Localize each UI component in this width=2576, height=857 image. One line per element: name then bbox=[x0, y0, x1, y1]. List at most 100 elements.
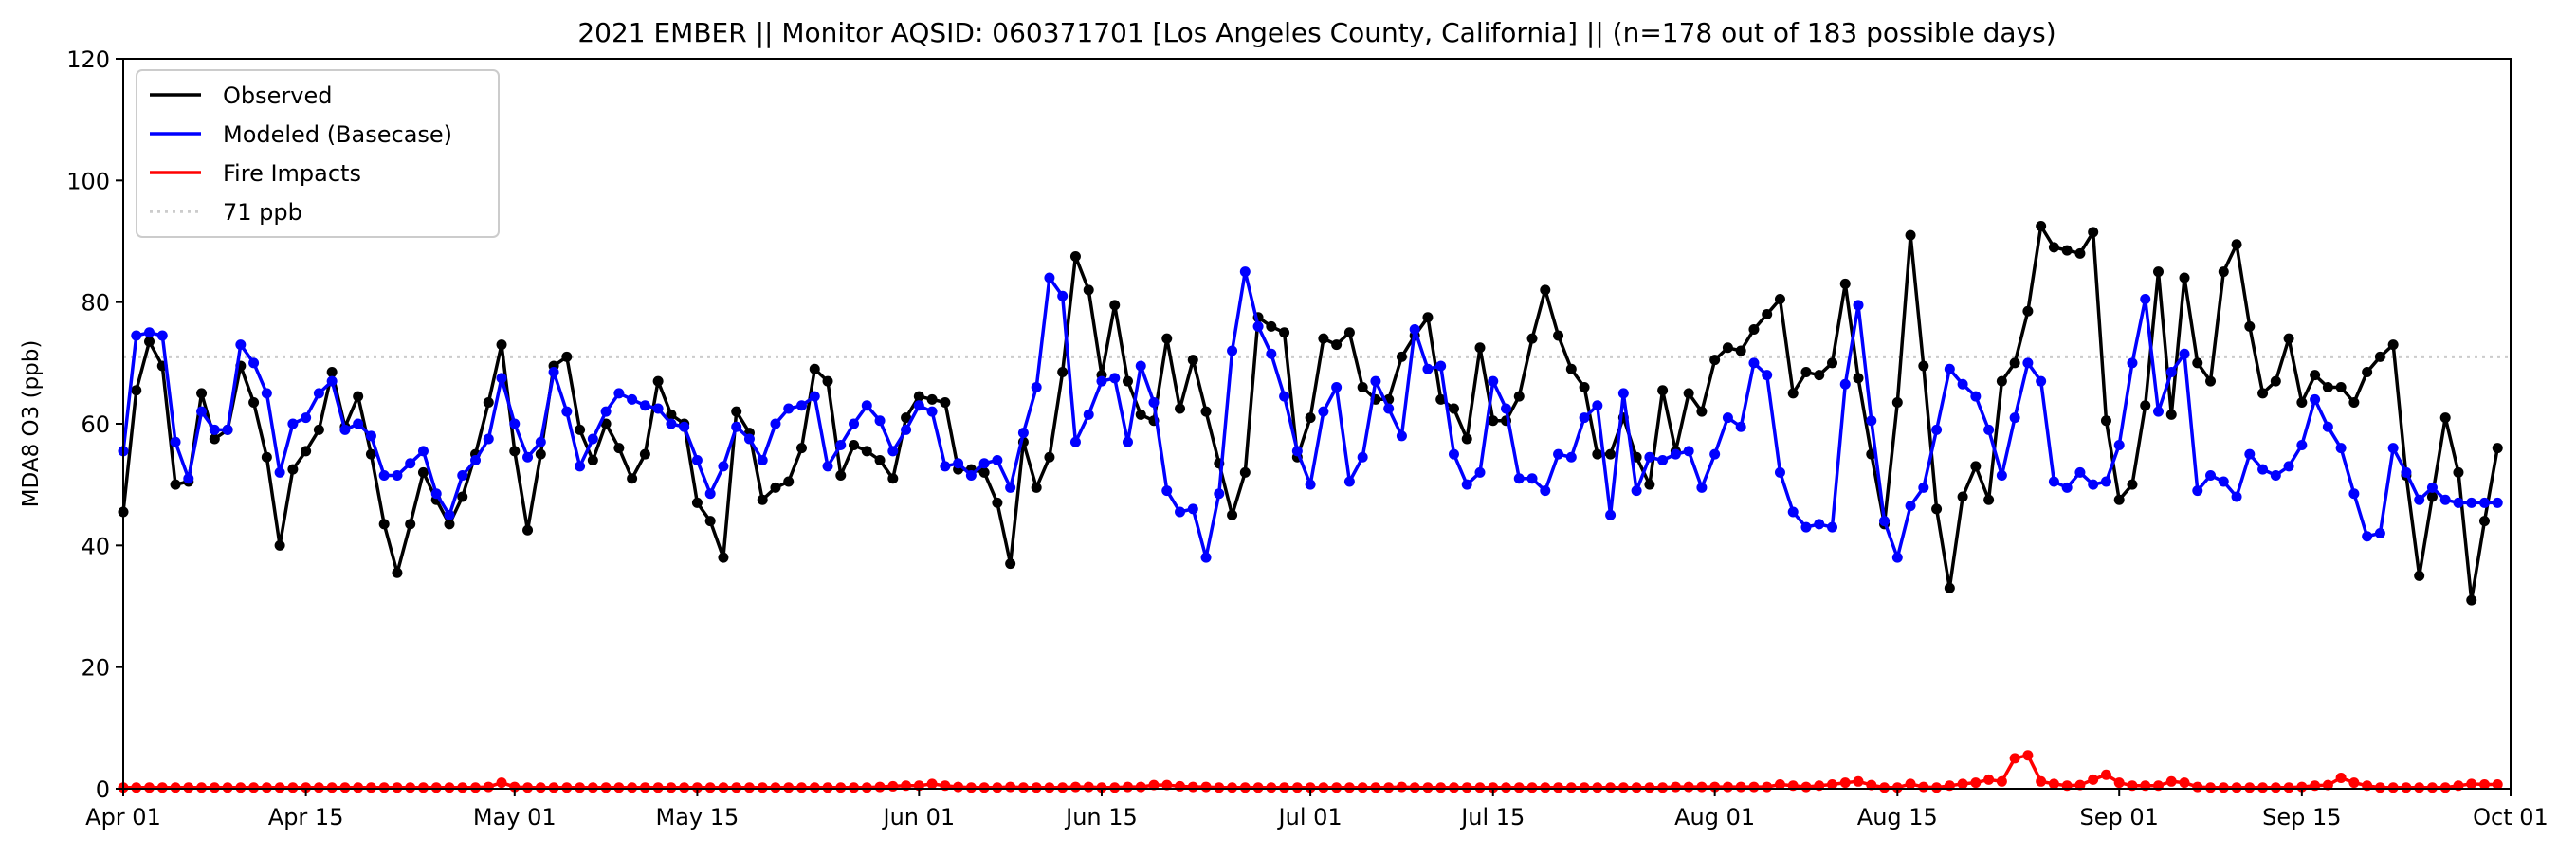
x-tick-label: Apr 01 bbox=[85, 804, 161, 830]
legend-label: Observed bbox=[223, 82, 332, 109]
data-point-modeled-basecase bbox=[2310, 393, 2321, 405]
data-point-modeled-basecase bbox=[849, 418, 860, 429]
data-point-modeled-basecase bbox=[2009, 412, 2020, 424]
data-point-fire-impacts bbox=[1970, 777, 1982, 789]
data-point-observed bbox=[2426, 491, 2438, 502]
data-point-observed bbox=[2244, 320, 2256, 332]
x-tick-label: Jun 01 bbox=[881, 804, 955, 830]
data-point-modeled-basecase bbox=[913, 400, 924, 411]
y-tick-label: 40 bbox=[81, 533, 110, 559]
data-point-fire-impacts bbox=[535, 782, 546, 793]
data-point-modeled-basecase bbox=[1814, 519, 1825, 530]
data-point-fire-impacts bbox=[1762, 781, 1773, 793]
data-point-observed bbox=[913, 391, 924, 402]
data-point-fire-impacts bbox=[1083, 781, 1094, 793]
data-point-fire-impacts bbox=[691, 782, 703, 793]
data-point-observed bbox=[1709, 355, 1721, 366]
data-point-modeled-basecase bbox=[1331, 382, 1343, 392]
data-point-modeled-basecase bbox=[1526, 473, 1538, 484]
data-point-modeled-basecase bbox=[1148, 397, 1160, 409]
legend-label: Fire Impacts bbox=[223, 160, 361, 187]
data-point-fire-impacts bbox=[965, 782, 977, 793]
y-tick-label: 100 bbox=[66, 168, 110, 194]
data-point-observed bbox=[1918, 360, 1929, 372]
y-tick-label: 120 bbox=[66, 46, 110, 73]
data-point-modeled-basecase bbox=[1305, 479, 1316, 490]
data-point-observed bbox=[1931, 503, 1943, 515]
data-point-modeled-basecase bbox=[353, 418, 364, 429]
data-point-modeled-basecase bbox=[509, 418, 521, 429]
data-point-observed bbox=[718, 552, 729, 563]
data-point-observed bbox=[1565, 363, 1577, 374]
data-point-fire-impacts bbox=[1214, 782, 1225, 793]
data-point-fire-impacts bbox=[1305, 782, 1316, 793]
data-point-observed bbox=[2348, 397, 2360, 409]
data-point-modeled-basecase bbox=[483, 433, 494, 445]
data-point-observed bbox=[1696, 406, 1708, 417]
data-point-modeled-basecase bbox=[2401, 466, 2412, 478]
data-point-modeled-basecase bbox=[183, 473, 194, 484]
data-point-observed bbox=[1735, 345, 1746, 356]
data-point-fire-impacts bbox=[2088, 774, 2099, 785]
data-point-observed bbox=[1657, 385, 1669, 396]
data-point-modeled-basecase bbox=[417, 446, 429, 457]
data-point-fire-impacts bbox=[600, 782, 612, 793]
data-point-modeled-basecase bbox=[1944, 363, 1955, 374]
data-point-observed bbox=[1905, 229, 1916, 241]
data-point-fire-impacts bbox=[209, 782, 220, 793]
data-point-fire-impacts bbox=[1096, 782, 1107, 793]
series-observed bbox=[118, 220, 2503, 606]
data-point-modeled-basecase bbox=[992, 455, 1003, 465]
data-point-modeled-basecase bbox=[2061, 482, 2073, 493]
data-point-fire-impacts bbox=[1175, 780, 1186, 792]
data-point-observed bbox=[1827, 357, 1838, 369]
data-point-fire-impacts bbox=[731, 782, 742, 793]
data-point-observed bbox=[365, 448, 376, 460]
data-point-fire-impacts bbox=[339, 782, 351, 793]
data-point-observed bbox=[2165, 409, 2177, 420]
data-point-fire-impacts bbox=[1383, 782, 1395, 793]
data-point-observed bbox=[1357, 382, 1368, 392]
data-point-observed bbox=[822, 375, 833, 387]
data-point-observed bbox=[887, 473, 899, 484]
data-point-modeled-basecase bbox=[1722, 412, 1733, 424]
x-tick-label: Apr 15 bbox=[268, 804, 344, 830]
data-point-modeled-basecase bbox=[365, 430, 376, 442]
data-point-modeled-basecase bbox=[496, 373, 507, 384]
data-point-modeled-basecase bbox=[1435, 360, 1447, 372]
data-point-modeled-basecase bbox=[1057, 290, 1069, 301]
data-point-modeled-basecase bbox=[1501, 403, 1512, 414]
data-point-modeled-basecase bbox=[679, 421, 690, 432]
data-point-fire-impacts bbox=[1422, 782, 1434, 793]
data-point-modeled-basecase bbox=[743, 433, 755, 445]
data-point-fire-impacts bbox=[639, 782, 650, 793]
data-point-fire-impacts bbox=[1488, 782, 1499, 793]
x-tick-label: Sep 01 bbox=[2080, 804, 2159, 830]
data-point-modeled-basecase bbox=[1096, 375, 1107, 387]
data-point-modeled-basecase bbox=[2257, 464, 2269, 475]
data-point-fire-impacts bbox=[1891, 782, 1903, 793]
data-point-modeled-basecase bbox=[613, 388, 625, 399]
data-point-observed bbox=[405, 519, 416, 530]
data-point-modeled-basecase bbox=[1370, 375, 1381, 387]
data-point-modeled-basecase bbox=[2113, 439, 2125, 450]
data-point-modeled-basecase bbox=[1252, 320, 1264, 332]
data-point-modeled-basecase bbox=[535, 436, 546, 447]
data-point-modeled-basecase bbox=[901, 424, 912, 435]
data-point-observed bbox=[2192, 357, 2203, 369]
data-point-fire-impacts bbox=[1331, 782, 1343, 793]
data-point-fire-impacts bbox=[2048, 778, 2059, 790]
data-point-observed bbox=[901, 412, 912, 424]
data-point-fire-impacts bbox=[1227, 782, 1238, 793]
data-point-modeled-basecase bbox=[1644, 451, 1655, 463]
data-point-observed bbox=[1122, 375, 1133, 387]
data-point-fire-impacts bbox=[1409, 782, 1420, 793]
data-point-modeled-basecase bbox=[861, 400, 872, 411]
data-point-modeled-basecase bbox=[2218, 476, 2229, 487]
data-point-observed bbox=[1266, 320, 1277, 332]
data-point-observed bbox=[575, 424, 586, 435]
data-point-modeled-basecase bbox=[2322, 421, 2333, 432]
data-point-observed bbox=[248, 397, 260, 409]
data-point-fire-impacts bbox=[2270, 782, 2281, 793]
data-point-modeled-basecase bbox=[2074, 466, 2086, 478]
